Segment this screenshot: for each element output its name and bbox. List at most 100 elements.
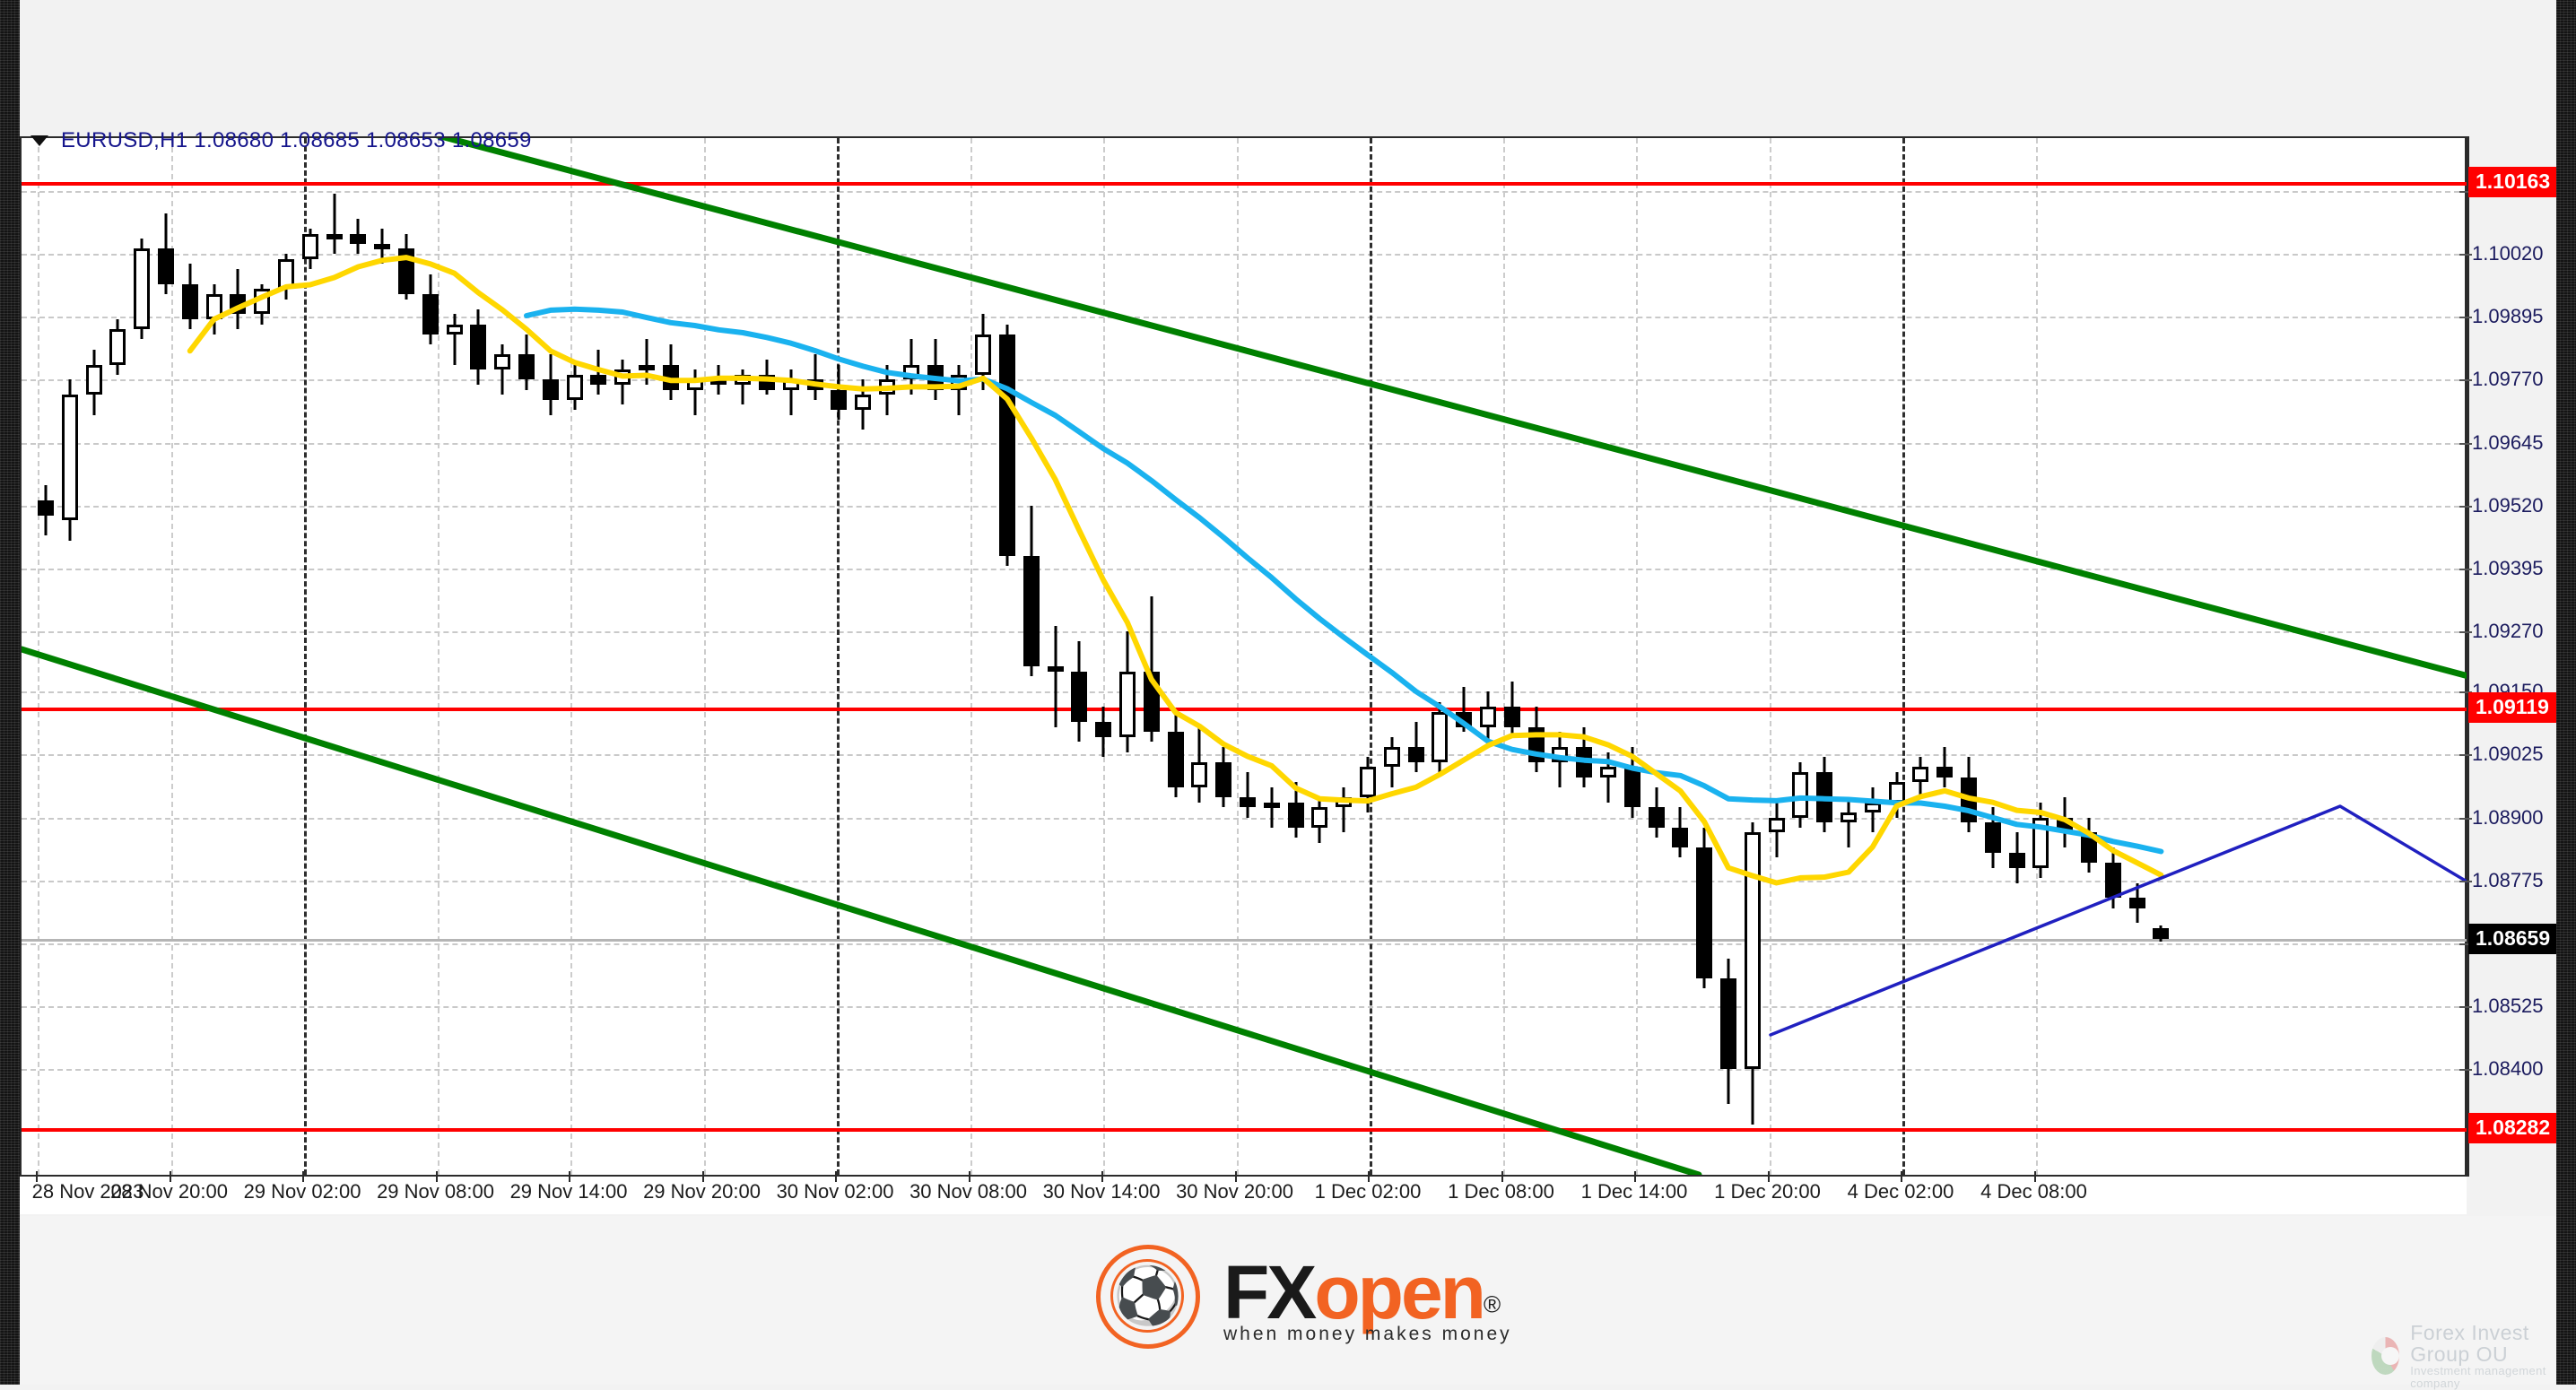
time-scale[interactable]: 28 Nov 2023 28 Nov 20:00 29 Nov 02:00 29 No… bbox=[20, 1171, 2467, 1214]
candlestick[interactable] bbox=[1912, 757, 1929, 798]
candlestick[interactable] bbox=[446, 314, 463, 365]
triangle-down-icon[interactable] bbox=[30, 135, 48, 146]
candlestick[interactable] bbox=[109, 319, 126, 375]
candlestick[interactable] bbox=[1095, 707, 1112, 758]
candlestick[interactable] bbox=[85, 349, 102, 415]
candlestick[interactable] bbox=[38, 485, 54, 536]
candlestick[interactable] bbox=[1407, 721, 1424, 773]
price-tag-resistance[interactable]: 1.10163 bbox=[2468, 166, 2558, 197]
candlestick[interactable] bbox=[1263, 786, 1280, 828]
chart-plot-area[interactable] bbox=[22, 138, 2468, 1175]
candlestick[interactable] bbox=[2128, 882, 2145, 924]
gridline-vertical bbox=[1103, 138, 1105, 1175]
candlestick[interactable] bbox=[975, 314, 992, 390]
candlestick[interactable] bbox=[1287, 782, 1304, 838]
candlestick[interactable] bbox=[639, 339, 655, 385]
symbol-header[interactable]: EURUSD,H1 1.08680 1.08685 1.08653 1.0865… bbox=[30, 126, 532, 156]
candlestick[interactable] bbox=[1648, 786, 1665, 838]
candlestick[interactable] bbox=[542, 354, 559, 415]
candle-body bbox=[1696, 847, 1713, 979]
candlestick[interactable] bbox=[494, 344, 511, 395]
candle-wick bbox=[957, 364, 961, 415]
price-level-line[interactable] bbox=[22, 1128, 2468, 1133]
candlestick[interactable] bbox=[1360, 757, 1376, 812]
candlestick[interactable] bbox=[1480, 691, 1496, 747]
candlestick[interactable] bbox=[1240, 772, 1256, 818]
candlestick[interactable] bbox=[1047, 626, 1064, 727]
candlestick[interactable] bbox=[374, 229, 391, 265]
candlestick[interactable] bbox=[1744, 822, 1761, 1125]
candle-body bbox=[1841, 812, 1857, 823]
candlestick[interactable] bbox=[1191, 726, 1208, 803]
candlestick[interactable] bbox=[1672, 807, 1689, 858]
time-tick-label: 30 Nov 02:00 bbox=[776, 1180, 894, 1203]
candlestick[interactable] bbox=[301, 229, 318, 269]
price-tag-current-price[interactable]: 1.08659 bbox=[2468, 923, 2558, 954]
price-tag-support[interactable]: 1.08282 bbox=[2468, 1113, 2558, 1144]
gridline-vertical bbox=[837, 138, 840, 1175]
candlestick[interactable] bbox=[1600, 751, 1616, 803]
candlestick[interactable] bbox=[1383, 736, 1400, 787]
candlestick[interactable] bbox=[470, 308, 487, 385]
candlestick[interactable] bbox=[831, 364, 848, 421]
time-tick-label: 29 Nov 14:00 bbox=[509, 1180, 628, 1203]
price-tag-resistance[interactable]: 1.09119 bbox=[2468, 691, 2556, 723]
candle-body bbox=[158, 248, 174, 284]
candlestick[interactable] bbox=[1503, 682, 1520, 737]
candle-body bbox=[1600, 767, 1616, 778]
candlestick[interactable] bbox=[855, 379, 872, 430]
gridline-horizontal bbox=[22, 1006, 2468, 1008]
candlestick[interactable] bbox=[1167, 711, 1184, 798]
candlestick[interactable] bbox=[1841, 797, 1857, 848]
candle-body bbox=[518, 354, 535, 380]
candlestick[interactable] bbox=[326, 193, 343, 255]
price-tick-label: 1.09770 bbox=[2472, 368, 2544, 391]
candlestick[interactable] bbox=[134, 239, 151, 340]
time-tick-mark bbox=[36, 1171, 38, 1182]
candlestick[interactable] bbox=[566, 364, 583, 411]
candlestick[interactable] bbox=[1311, 797, 1328, 843]
candlestick[interactable] bbox=[1071, 641, 1088, 743]
candlestick[interactable] bbox=[422, 274, 439, 345]
candlestick[interactable] bbox=[2153, 925, 2170, 943]
candlestick[interactable] bbox=[1023, 505, 1040, 677]
candlestick[interactable] bbox=[1696, 827, 1713, 989]
candlestick[interactable] bbox=[158, 213, 174, 294]
candle-wick bbox=[645, 339, 648, 385]
candlestick[interactable] bbox=[1888, 772, 1905, 818]
candlestick[interactable] bbox=[1936, 747, 1954, 787]
candlestick[interactable] bbox=[1720, 958, 1736, 1105]
price-level-line[interactable] bbox=[22, 181, 2468, 186]
ring-logo-icon bbox=[2371, 1336, 2400, 1375]
candlestick[interactable] bbox=[1119, 630, 1136, 752]
gridline-vertical bbox=[570, 138, 572, 1175]
candle-body bbox=[1912, 767, 1929, 783]
candle-wick bbox=[741, 369, 744, 405]
price-tick-mark bbox=[2459, 379, 2472, 382]
gridline-vertical bbox=[1902, 138, 1905, 1175]
gridline-horizontal bbox=[22, 442, 2468, 445]
chart-canvas[interactable] bbox=[22, 138, 2468, 1175]
candle-body bbox=[1047, 666, 1064, 673]
chart-window[interactable] bbox=[20, 136, 2468, 1177]
price-scale[interactable]: 1.101451.100201.098951.097701.096451.095… bbox=[2459, 136, 2558, 1177]
gridline-vertical bbox=[1502, 138, 1505, 1175]
candlestick[interactable] bbox=[1768, 802, 1785, 858]
candle-body bbox=[494, 354, 511, 370]
candlestick[interactable] bbox=[61, 379, 78, 541]
candlestick[interactable] bbox=[1792, 761, 1809, 828]
time-tick-label: 29 Nov 20:00 bbox=[643, 1180, 761, 1203]
candlestick[interactable] bbox=[1215, 747, 1232, 808]
candlestick[interactable] bbox=[518, 334, 535, 390]
price-level-line[interactable] bbox=[22, 707, 2468, 711]
candlestick[interactable] bbox=[1984, 807, 2001, 868]
candle-body bbox=[1167, 732, 1184, 787]
candlestick[interactable] bbox=[1432, 701, 1449, 773]
candlestick[interactable] bbox=[2081, 817, 2097, 873]
price-tick-mark bbox=[2459, 943, 2472, 945]
candle-body bbox=[1383, 747, 1400, 768]
candlestick[interactable] bbox=[2008, 832, 2025, 883]
candlestick[interactable] bbox=[181, 264, 198, 330]
candlestick[interactable] bbox=[350, 218, 367, 255]
time-tick-label: 29 Nov 02:00 bbox=[243, 1180, 361, 1203]
